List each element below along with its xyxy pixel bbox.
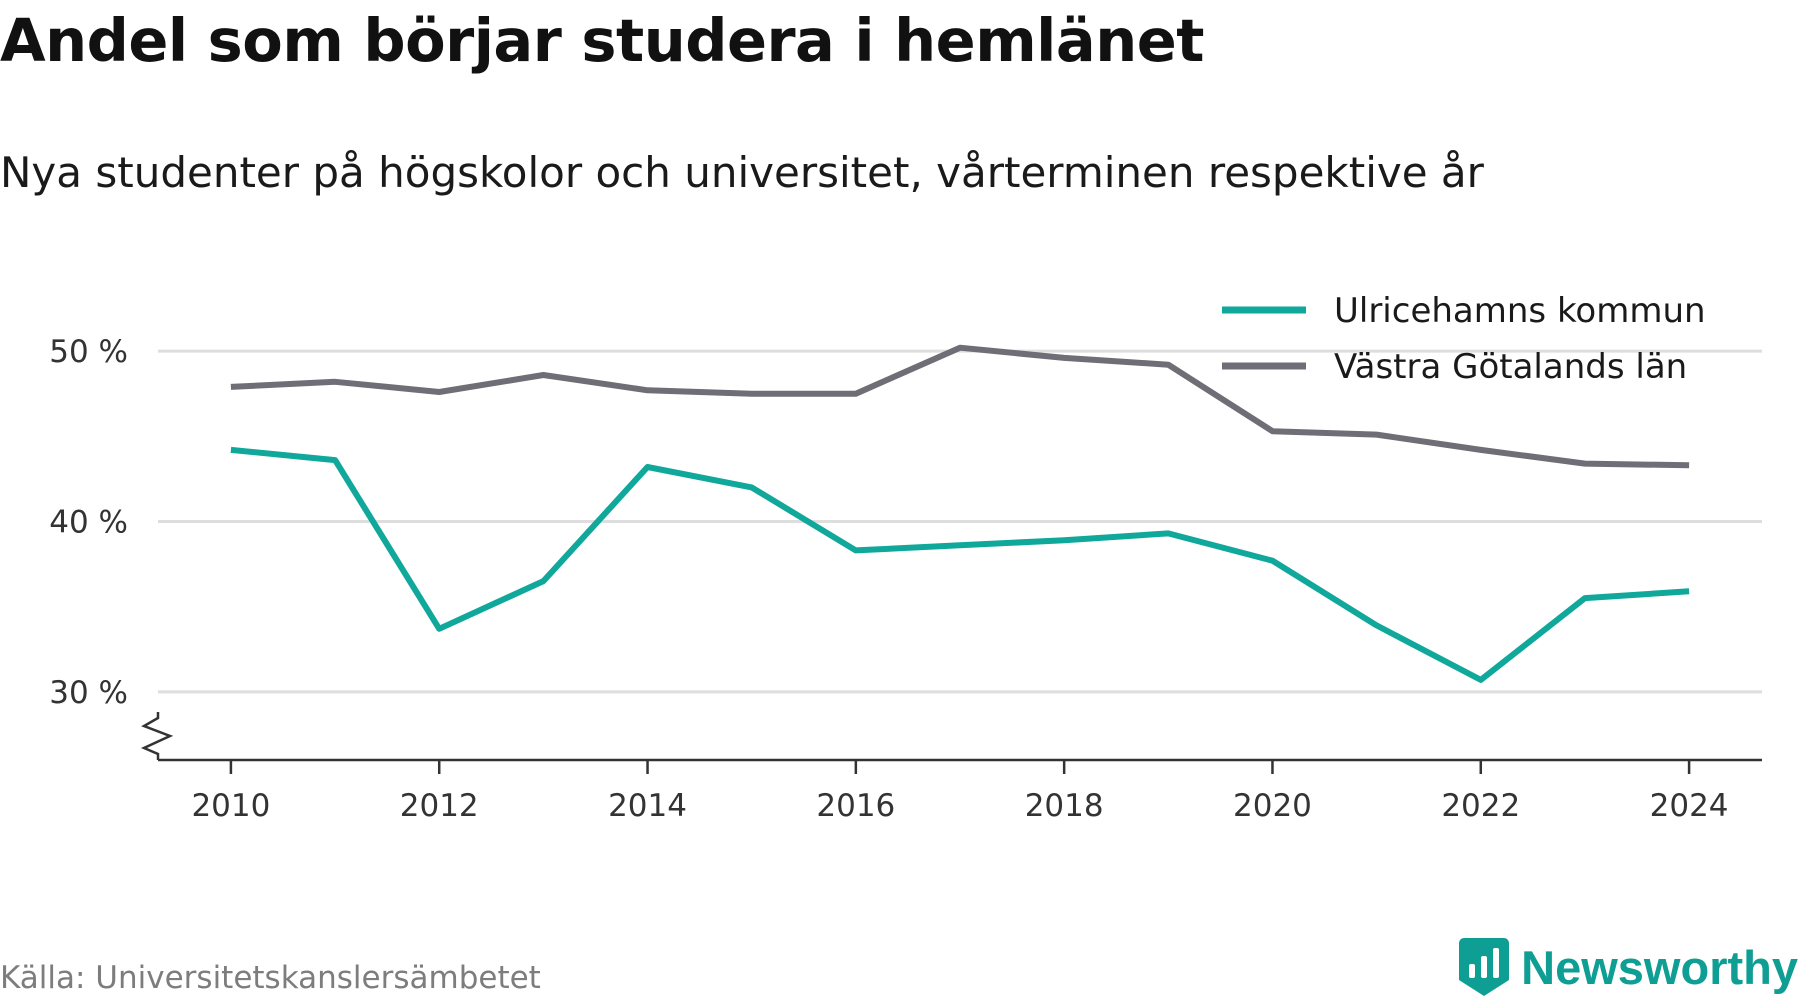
brand-name: Newsworthy (1521, 940, 1798, 994)
chart-subtitle: Nya studenter på högskolor och universit… (0, 148, 1484, 197)
series-line-ulricehamn (230, 446, 1690, 683)
legend-label: Ulricehamns kommun (1334, 291, 1706, 331)
y-tick-label: 30 % (49, 675, 128, 711)
y-axis-labels: 30 % 40 % 50 % (49, 334, 128, 711)
brand-logo: Newsworthy (1459, 938, 1798, 996)
x-axis-labels: 2010 2012 2014 2016 2018 2020 2022 2024 (191, 788, 1728, 824)
x-tick-label: 2016 (816, 788, 895, 824)
y-tick-label: 50 % (49, 334, 128, 370)
x-tick-label: 2020 (1233, 788, 1312, 824)
x-tick-label: 2010 (191, 788, 270, 824)
x-tick-label: 2012 (400, 788, 479, 824)
bar-chart-badge-icon (1459, 938, 1510, 996)
legend: Ulricehamns kommun Västra Götalands län (1222, 291, 1706, 387)
y-tick-label: 40 % (49, 504, 128, 540)
series-line-vastra-gotaland (230, 344, 1690, 469)
x-tick-label: 2022 (1441, 788, 1520, 824)
series-lines (230, 344, 1690, 683)
legend-label: Västra Götalands län (1334, 347, 1687, 387)
source-note: Källa: Universitetskanslersämbetet (0, 960, 541, 996)
grid-lines (158, 349, 1762, 694)
x-tick-label: 2018 (1025, 788, 1104, 824)
x-tick-label: 2024 (1650, 788, 1729, 824)
axis-break-icon (140, 712, 174, 760)
x-axis (140, 712, 1762, 774)
x-tick-label: 2014 (608, 788, 687, 824)
line-chart: 30 % 40 % 50 % 2010 2012 2014 2016 2018 2020 202… (49, 291, 1762, 824)
chart-title: Andel som börjar studera i hemlänet (0, 6, 1204, 75)
